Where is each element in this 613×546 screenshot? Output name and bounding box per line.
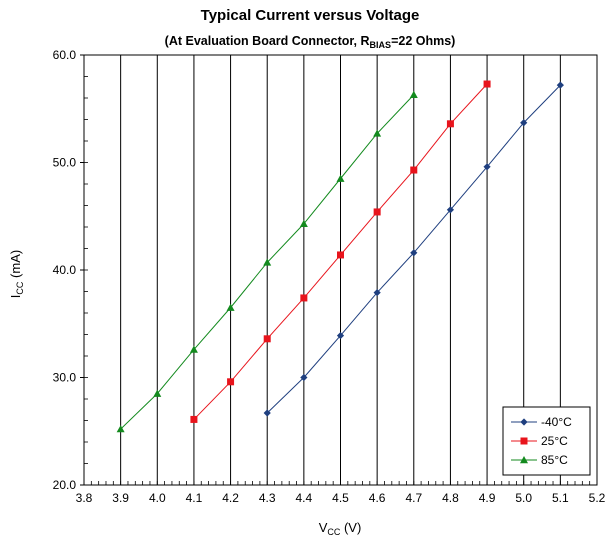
x-tick-labels: 3.8 3.9 4.0 4.1 4.2 4.3 4.4 4.5 4.6 4.7 4.8 4.9 5.0 5… <box>76 491 606 505</box>
legend-box <box>502 406 591 476</box>
data-point <box>263 258 272 266</box>
data-point <box>299 219 308 227</box>
x-tick-label: 5.0 <box>515 491 532 505</box>
x-tick-label: 4.1 <box>186 491 203 505</box>
legend-marker <box>520 418 528 426</box>
x-tick-label: 4.2 <box>222 491 239 505</box>
data-point <box>153 389 162 397</box>
data-point <box>373 288 381 297</box>
data-point <box>556 81 564 89</box>
y-tick-label: 20.0 <box>53 478 77 492</box>
y-tick-label: 60.0 <box>53 48 77 62</box>
data-point <box>446 206 455 214</box>
data-point <box>263 409 271 417</box>
chart-title: Typical Current versus Voltage <box>201 7 420 24</box>
x-tick-label: 5.2 <box>589 491 606 505</box>
data-point <box>373 208 381 216</box>
x-tick-label: 5.1 <box>552 491 569 505</box>
legend-item: 25°C <box>511 434 568 448</box>
x-tick-label: 4.9 <box>479 491 496 505</box>
y-tick-label: 40.0 <box>53 263 77 277</box>
x-tick-label: 4.5 <box>332 491 349 505</box>
data-point <box>483 163 491 171</box>
y-axis-label: ICC (mA) <box>8 250 25 298</box>
x-tick-label: 4.7 <box>405 491 422 505</box>
chart-subtitle: (At Evaluation Board Connector, RBIAS=22… <box>165 34 456 50</box>
plot-frame <box>83 54 598 486</box>
x-tick-label: 4.4 <box>296 491 313 505</box>
legend-item: 85°C <box>511 453 568 467</box>
x-tick-label: 4.6 <box>369 491 386 505</box>
data-point <box>190 415 198 423</box>
legend-label: 25°C <box>541 434 568 448</box>
data-point <box>300 294 308 302</box>
data-point <box>189 345 198 353</box>
legend-marker <box>520 437 528 445</box>
series-0 <box>263 81 564 417</box>
legend-label: -40°C <box>541 415 572 429</box>
series-2 <box>116 90 418 433</box>
legend-marker <box>520 456 528 464</box>
y-tick-labels: 20.0 30.0 40.0 50.0 60.0 <box>53 48 77 492</box>
legend-label: 85°C <box>541 453 568 467</box>
data-point <box>409 90 418 98</box>
legend: -40°C 25°C 85°C <box>502 406 591 476</box>
x-tick-label: 4.3 <box>259 491 276 505</box>
data-point <box>116 425 125 433</box>
y-tick-label: 50.0 <box>53 156 77 170</box>
x-tick-label: 3.8 <box>76 491 93 505</box>
data-point <box>520 119 528 127</box>
data-point <box>226 303 235 311</box>
data-point <box>410 249 418 257</box>
data-point <box>227 378 235 386</box>
data-point <box>263 335 271 343</box>
y-tick-label: 30.0 <box>53 371 77 385</box>
x-tick-label: 4.8 <box>442 491 459 505</box>
data-point <box>446 120 454 128</box>
data-point <box>300 373 308 382</box>
x-axis-label: VCC (V) <box>319 520 362 537</box>
data-point <box>336 174 345 182</box>
data-point <box>373 129 382 137</box>
data-point <box>483 80 491 88</box>
data-point <box>336 331 345 340</box>
data-point <box>410 166 418 174</box>
x-tick-label: 3.9 <box>112 491 129 505</box>
minor-ticks <box>80 54 598 486</box>
legend-item: -40°C <box>511 415 572 429</box>
series-1 <box>190 80 491 423</box>
x-tick-label: 4.0 <box>149 491 166 505</box>
data-point <box>337 251 344 259</box>
series-layer <box>116 80 564 433</box>
